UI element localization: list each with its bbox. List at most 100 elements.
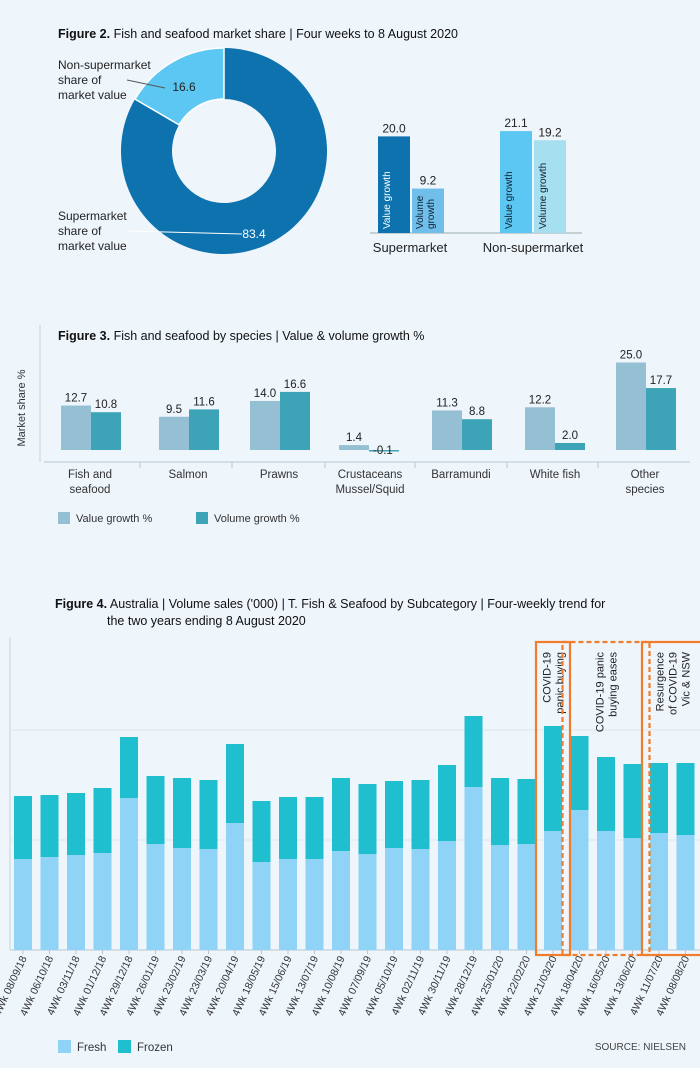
species-category-label: species — [626, 484, 665, 496]
channel-category-label: Supermarket — [373, 240, 448, 255]
species-bar-value — [250, 401, 280, 450]
donut-label-supermarket: share of — [58, 224, 102, 238]
channel-bar-value-label: 21.1 — [504, 116, 528, 130]
species-bar-value — [525, 407, 555, 450]
figure-3-label: Figure 3. — [58, 329, 110, 343]
species-bar-volume — [646, 388, 676, 450]
trend-bar-frozen — [120, 737, 138, 798]
species-category-label: Mussel/Squid — [335, 484, 404, 496]
trend-bar-frozen — [146, 776, 165, 844]
trend-annotation-text: COVID-19 panic — [595, 652, 607, 733]
species-bar-value — [61, 405, 91, 450]
species-category-label: White fish — [530, 469, 581, 481]
donut-value-non-supermarket: 16.6 — [172, 80, 196, 94]
species-bar-value-label: 25.0 — [620, 350, 642, 362]
legend-swatch-frozen — [118, 1040, 131, 1053]
channel-bar-value-label: 20.0 — [382, 121, 406, 135]
trend-bar-frozen — [279, 797, 297, 859]
donut-label-supermarket: Supermarket — [58, 209, 127, 223]
legend-swatch-value-growth — [58, 512, 70, 524]
trend-bar-fresh — [650, 833, 668, 950]
trend-bar-fresh — [279, 859, 297, 950]
trend-bar-frozen — [40, 795, 59, 857]
channel-bar-inner-label: Value growth — [504, 171, 515, 229]
trend-annotation-box — [640, 640, 700, 957]
trend-annotation-box — [561, 640, 651, 957]
channel-bar-non-supermarket-volume — [534, 140, 566, 233]
trend-annotation-text: Resurgence — [654, 652, 666, 711]
channel-bar-supermarket-value — [378, 136, 410, 233]
figure-2-title-text: Fish and seafood market share | Four wee… — [110, 27, 458, 41]
trend-bar-frozen — [438, 765, 456, 841]
figure-3-title: Figure 3. Fish and seafood by species | … — [58, 329, 424, 343]
trend-bar-fresh — [517, 844, 536, 950]
trend-bar-fresh — [623, 838, 642, 950]
trend-bar-frozen — [252, 801, 271, 862]
trend-bar-frozen — [676, 763, 695, 835]
species-category-label: seafood — [70, 484, 111, 496]
channel-bar-inner-label: Value growth — [382, 171, 393, 229]
trend-bar-frozen — [173, 778, 191, 848]
trend-bar-fresh — [332, 851, 350, 950]
figure-4-label: Figure 4. — [55, 597, 107, 611]
donut-slice-supermarket — [121, 48, 327, 254]
trend-bar-fresh — [67, 855, 85, 950]
figure-4-title-line1: Figure 4. Australia | Volume sales ('000… — [55, 597, 605, 611]
donut-value-supermarket: 83.4 — [242, 227, 266, 241]
trend-bar-fresh — [14, 859, 32, 950]
figure-2-label: Figure 2. — [58, 27, 110, 41]
species-bar-value-label: 12.7 — [65, 393, 87, 405]
species-category-label: Crustaceans — [338, 469, 403, 481]
channel-bar-supermarket-volume — [412, 188, 444, 233]
trend-bar-frozen — [517, 779, 536, 844]
channel-bar-value-label: 9.2 — [420, 174, 437, 188]
figure-2-title: Figure 2. Fish and seafood market share … — [58, 27, 458, 41]
figure-3-ylabel: Market share % — [16, 369, 28, 446]
trend-bar-fresh — [438, 841, 456, 950]
source-note: SOURCE: NIELSEN — [595, 1042, 686, 1053]
trend-bar-frozen — [385, 781, 403, 848]
trend-bar-frozen — [305, 797, 324, 859]
trend-bar-frozen — [332, 778, 350, 851]
trend-bar-fresh — [358, 854, 377, 950]
trend-annotation-text: COVID-19 — [542, 652, 554, 703]
species-bar-value — [339, 445, 369, 450]
species-bar-value-label: 11.6 — [193, 396, 215, 408]
species-category-label: Fish and — [68, 469, 112, 481]
trend-bar-fresh — [597, 831, 615, 950]
trend-bar-frozen — [411, 780, 430, 849]
trend-bar-fresh — [146, 844, 165, 950]
trend-bar-frozen — [623, 764, 642, 838]
trend-bar-frozen — [14, 796, 32, 859]
channel-category-label: Non-supermarket — [483, 240, 584, 255]
species-bar-value-label: 17.7 — [650, 375, 672, 387]
species-category-label: Barramundi — [431, 469, 490, 481]
species-bar-value — [159, 416, 189, 450]
species-bar-value — [616, 362, 646, 450]
trend-bar-frozen — [597, 757, 615, 831]
legend-swatch-fresh — [58, 1040, 71, 1053]
trend-annotation-text: buying eases — [608, 652, 620, 717]
figure-4-title-line2: the two years ending 8 August 2020 — [107, 614, 306, 628]
donut-slice-non-supermarket — [133, 47, 225, 126]
trend-bar-fresh — [226, 823, 244, 950]
trend-bar-fresh — [464, 787, 483, 950]
species-bar-volume — [280, 391, 310, 450]
channel-bar-inner-label: Volume growth — [538, 163, 549, 229]
trend-bar-frozen — [67, 793, 85, 855]
donut-leader-supermarket — [127, 230, 243, 235]
trend-bar-frozen — [93, 788, 112, 853]
trend-bar-fresh — [385, 848, 403, 950]
species-bar-value-label: 8.8 — [469, 406, 485, 418]
species-category-label: Other — [631, 469, 660, 481]
legend-label-value-growth: Value growth % — [76, 513, 152, 525]
species-bar-volume — [555, 443, 585, 450]
channel-bar-inner-label: Volume — [415, 195, 426, 229]
trend-bar-frozen — [199, 780, 218, 849]
species-bar-value-label: 2.0 — [562, 430, 578, 442]
legend-label-fresh: Fresh — [77, 1042, 106, 1054]
species-bar-volume — [189, 409, 219, 450]
trend-bar-frozen — [544, 726, 562, 831]
species-bar-value — [432, 410, 462, 450]
